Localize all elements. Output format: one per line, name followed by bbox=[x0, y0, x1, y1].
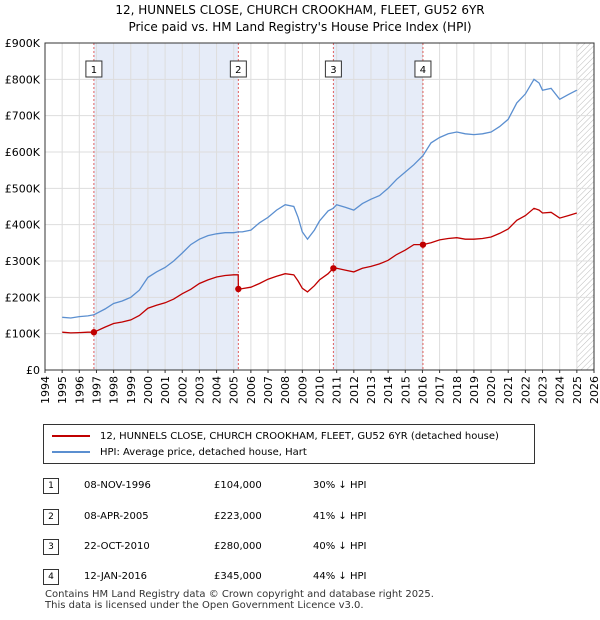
x-tick-label: 2010 bbox=[314, 376, 327, 404]
x-tick-label: 1998 bbox=[108, 376, 121, 404]
property-price-line bbox=[62, 207, 577, 334]
sale-hpi-delta: 41% ↓ HPI bbox=[313, 511, 367, 522]
sale-hpi-delta: 30% ↓ HPI bbox=[313, 480, 367, 491]
sale-hpi-delta: 40% ↓ HPI bbox=[313, 541, 367, 552]
sale-price: £223,000 bbox=[214, 511, 262, 522]
x-tick-label: 2023 bbox=[537, 376, 550, 404]
sale-number: 3 bbox=[43, 539, 59, 555]
sale-number: 4 bbox=[43, 569, 59, 585]
footer-licence: This data is licensed under the Open Gov… bbox=[45, 600, 364, 611]
x-tick-label: 2005 bbox=[228, 376, 241, 404]
x-tick-label: 2025 bbox=[571, 376, 584, 404]
table-row: 2 08-APR-2005 £223,000 41% ↓ HPI bbox=[0, 507, 600, 527]
footer: Contains HM Land Registry data © Crown c… bbox=[45, 589, 434, 611]
x-tick-label: 1996 bbox=[73, 376, 86, 404]
sale-label-box bbox=[85, 60, 103, 78]
table-row: 1 08-NOV-1996 £104,000 30% ↓ HPI bbox=[0, 476, 600, 496]
x-tick-label: 2015 bbox=[399, 376, 412, 404]
sale-label: 2 bbox=[235, 65, 241, 76]
sale-date: 22-OCT-2010 bbox=[84, 541, 150, 552]
sale-label: 1 bbox=[91, 65, 97, 76]
x-tick-label: 2002 bbox=[176, 376, 189, 404]
y-tick-label: £0 bbox=[26, 364, 40, 377]
y-tick-label: £800K bbox=[5, 73, 41, 86]
hatched-region bbox=[576, 43, 594, 370]
sale-price: £345,000 bbox=[214, 571, 262, 582]
sale-label: 3 bbox=[330, 65, 336, 76]
chart-title-line2: Price paid vs. HM Land Registry's House … bbox=[128, 20, 472, 34]
legend-item-property: 12, HUNNELS CLOSE, CHURCH CROOKHAM, FLEE… bbox=[52, 428, 499, 444]
x-tick-label: 2009 bbox=[296, 376, 309, 404]
y-tick-label: £200K bbox=[5, 291, 41, 304]
x-tick-label: 1997 bbox=[90, 376, 103, 404]
sale-date: 08-APR-2005 bbox=[84, 511, 149, 522]
x-tick-label: 2012 bbox=[348, 376, 361, 404]
hpi-line bbox=[62, 78, 578, 319]
y-tick-label: £300K bbox=[5, 255, 41, 268]
chart-title-line1: 12, HUNNELS CLOSE, CHURCH CROOKHAM, FLEE… bbox=[115, 3, 485, 17]
price-chart: 1 2 3 4 £0 £100K £200K £300K £400K £500K £600K £70… bbox=[5, 37, 600, 404]
sale-hpi-delta: 44% ↓ HPI bbox=[313, 571, 367, 582]
x-tick-label: 2004 bbox=[211, 376, 224, 404]
sale-point bbox=[330, 265, 337, 272]
x-tick-label: 2007 bbox=[262, 376, 275, 404]
legend-item-hpi: HPI: Average price, detached house, Hart bbox=[52, 444, 307, 460]
x-tick-label: 2024 bbox=[554, 376, 567, 404]
legend-swatch-property bbox=[52, 435, 90, 437]
y-tick-label: £900K bbox=[5, 37, 41, 50]
sale-price: £104,000 bbox=[214, 480, 262, 491]
table-row: 4 12-JAN-2016 £345,000 44% ↓ HPI bbox=[0, 567, 600, 587]
x-tick-label: 2020 bbox=[485, 376, 498, 404]
sale-label-box bbox=[229, 60, 247, 78]
shaded-period bbox=[93, 43, 239, 370]
legend-label-property: 12, HUNNELS CLOSE, CHURCH CROOKHAM, FLEE… bbox=[100, 430, 499, 442]
sale-number: 2 bbox=[43, 509, 59, 525]
sale-label: 4 bbox=[420, 65, 426, 76]
x-tick-label: 2001 bbox=[159, 376, 172, 404]
table-row: 3 22-OCT-2010 £280,000 40% ↓ HPI bbox=[0, 537, 600, 557]
x-tick-label: 1994 bbox=[39, 376, 52, 404]
sale-number: 1 bbox=[43, 478, 59, 494]
legend-swatch-hpi bbox=[52, 451, 90, 453]
x-tick-label: 2013 bbox=[365, 376, 378, 404]
y-tick-label: £500K bbox=[5, 182, 41, 195]
x-tick-label: 2003 bbox=[193, 376, 206, 404]
sale-point bbox=[90, 329, 98, 336]
x-tick-label: 2014 bbox=[382, 376, 395, 404]
sale-point bbox=[419, 241, 427, 248]
x-tick-label: 2022 bbox=[519, 376, 532, 404]
sale-label-box bbox=[324, 60, 342, 78]
shaded-period bbox=[333, 43, 423, 370]
y-tick-label: £700K bbox=[5, 110, 41, 123]
x-tick-label: 2011 bbox=[331, 376, 344, 404]
x-tick-label: 2019 bbox=[468, 376, 481, 404]
x-tick-label: 2000 bbox=[142, 376, 155, 404]
x-tick-label: 2008 bbox=[279, 376, 292, 404]
sale-date: 08-NOV-1996 bbox=[84, 480, 151, 491]
x-tick-label: 2006 bbox=[245, 376, 258, 404]
legend: 12, HUNNELS CLOSE, CHURCH CROOKHAM, FLEE… bbox=[43, 424, 535, 464]
footer-copyright: Contains HM Land Registry data © Crown c… bbox=[45, 589, 434, 600]
x-tick-label: 1999 bbox=[125, 376, 138, 404]
x-tick-label: 2026 bbox=[588, 376, 600, 404]
x-tick-label: 2018 bbox=[451, 376, 464, 404]
sale-price: £280,000 bbox=[214, 541, 262, 552]
y-tick-label: £400K bbox=[5, 219, 41, 232]
legend-label-hpi: HPI: Average price, detached house, Hart bbox=[100, 446, 307, 458]
x-tick-label: 2016 bbox=[416, 376, 429, 404]
x-tick-label: 2021 bbox=[502, 376, 515, 404]
sale-date: 12-JAN-2016 bbox=[84, 571, 148, 582]
x-tick-label: 2017 bbox=[434, 376, 447, 404]
y-tick-label: £100K bbox=[5, 328, 41, 341]
x-tick-label: 1995 bbox=[56, 376, 69, 404]
sale-point bbox=[235, 285, 242, 293]
y-tick-label: £600K bbox=[5, 146, 41, 159]
sale-label-box bbox=[414, 60, 432, 78]
